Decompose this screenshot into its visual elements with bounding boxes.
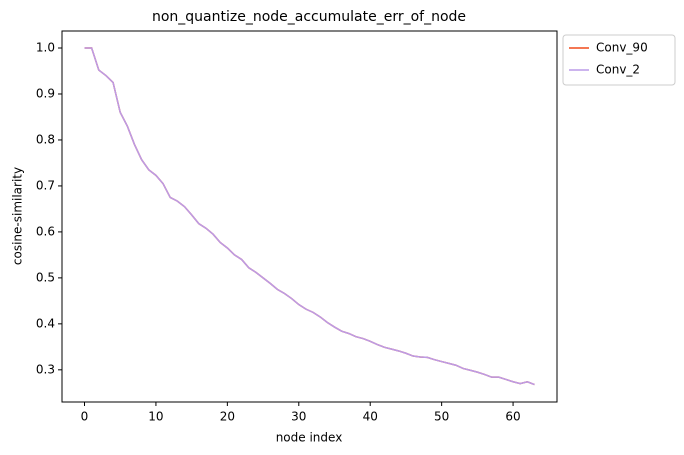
y-tick-label: 0.9 — [36, 86, 55, 100]
x-tick-label: 0 — [81, 410, 89, 424]
x-tick-label: 20 — [220, 410, 235, 424]
x-tick-label: 50 — [434, 410, 449, 424]
y-axis-label: cosine-similarity — [11, 167, 25, 265]
y-tick-label: 1.0 — [36, 41, 55, 55]
series-line — [84, 47, 535, 386]
y-tick-label: 0.4 — [36, 316, 55, 330]
legend-box — [562, 34, 676, 86]
plot-frame — [61, 30, 558, 403]
y-tick-label: 0.8 — [36, 132, 55, 146]
series-line — [84, 47, 535, 386]
x-tick-label: 10 — [148, 410, 163, 424]
y-tick-label: 0.5 — [36, 270, 55, 284]
x-axis-label: node index — [276, 431, 343, 445]
y-tick-label: 0.3 — [36, 362, 55, 376]
x-tick-label: 40 — [363, 410, 378, 424]
legend-label: Conv_2 — [596, 63, 640, 77]
legend-label: Conv_90 — [596, 41, 648, 55]
y-tick-label: 0.7 — [36, 178, 55, 192]
y-tick-label: 0.6 — [36, 224, 55, 238]
x-tick-label: 30 — [291, 410, 306, 424]
chart-title: non_quantize_node_accumulate_err_of_node — [152, 9, 466, 25]
x-tick-label: 60 — [505, 410, 520, 424]
